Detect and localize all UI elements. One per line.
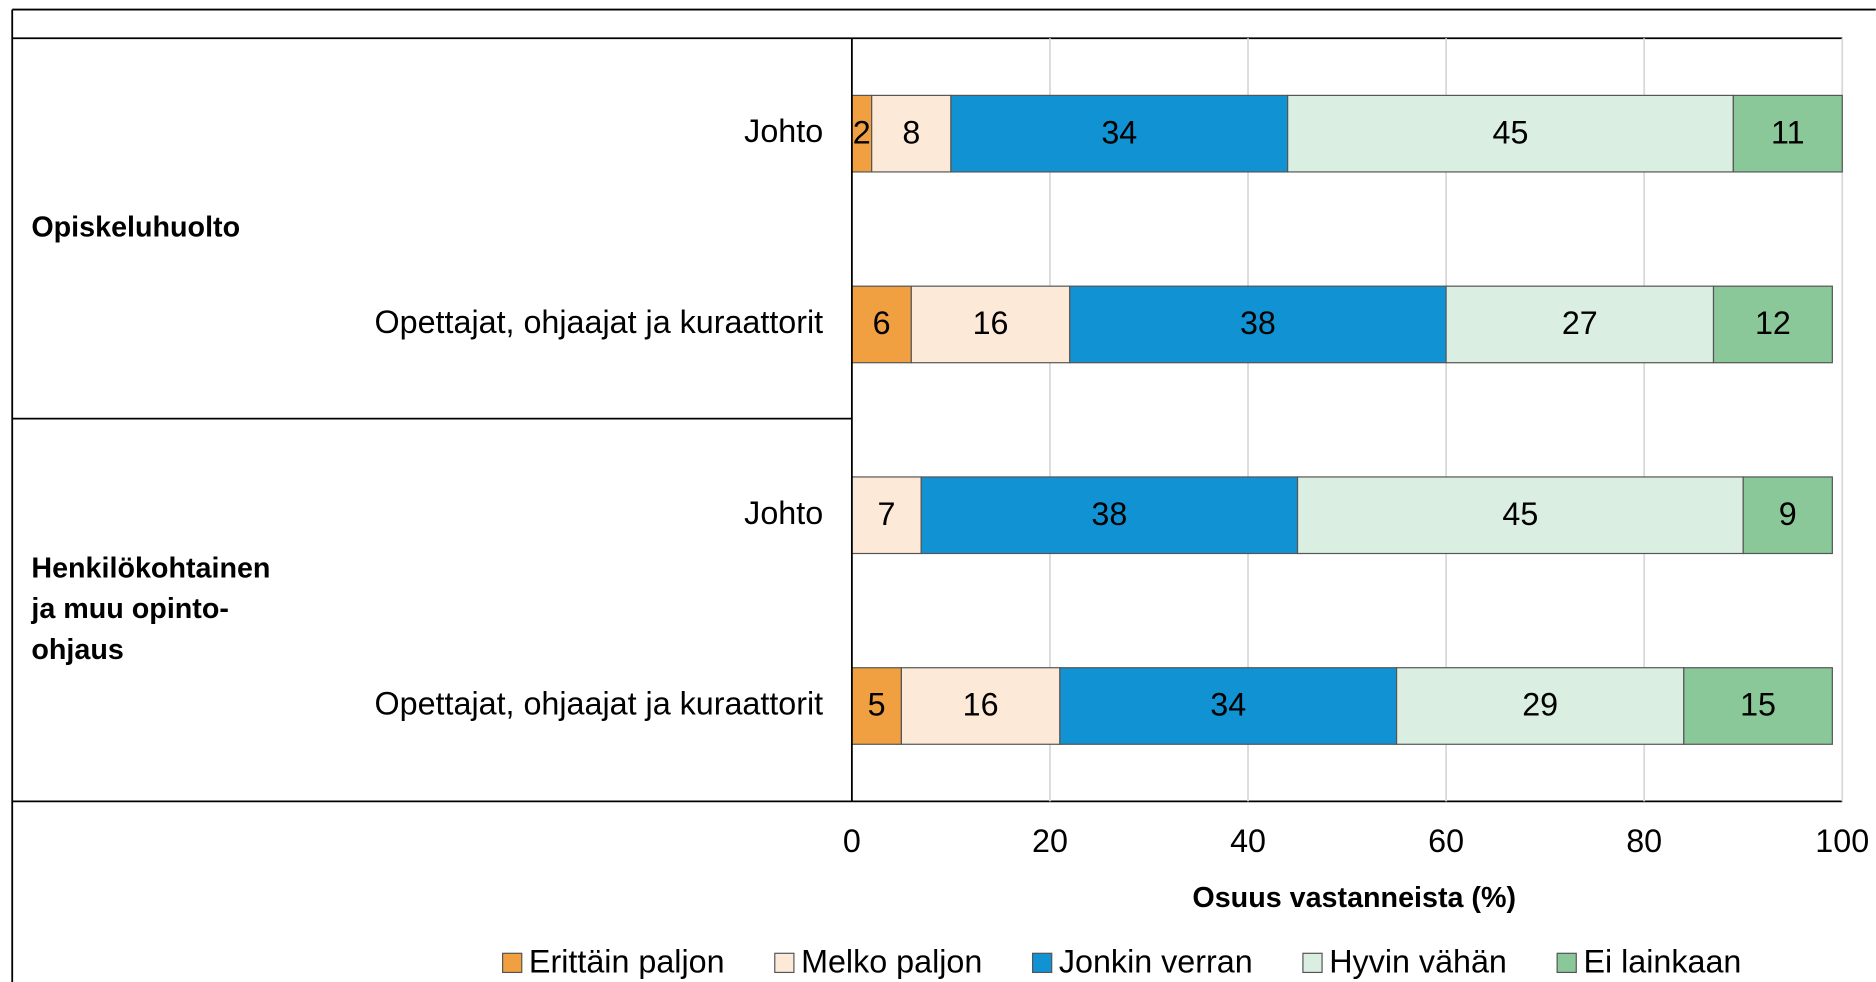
legend-label: Ei lainkaan	[1583, 944, 1741, 980]
group-label: ja muu opinto-	[30, 593, 229, 625]
data-label: 12	[1755, 305, 1791, 341]
x-tick-label: 60	[1428, 823, 1464, 859]
bar-segment	[1732, 94, 1843, 173]
bar-segment	[920, 476, 1299, 555]
data-label: 45	[1493, 114, 1529, 150]
bar-segment	[1296, 476, 1744, 555]
legend-swatch	[502, 952, 523, 974]
data-label: 16	[973, 305, 1009, 341]
bar-segment	[1683, 667, 1833, 745]
legend-swatch	[1556, 952, 1577, 974]
data-label: 29	[1522, 687, 1558, 723]
bar-segment	[900, 667, 1061, 745]
x-tick-label: 100	[1815, 823, 1869, 859]
x-tick-label: 0	[843, 823, 861, 859]
data-label: 7	[878, 496, 896, 532]
y-tick-label: Johto	[744, 495, 823, 531]
data-label: 2	[853, 114, 871, 150]
bar-segment	[910, 285, 1071, 364]
legend-label: Hyvin vähän	[1329, 944, 1507, 980]
bar-segment	[1395, 667, 1685, 745]
bar-segment	[1069, 285, 1447, 364]
group-label: Henkilökohtainen	[31, 553, 270, 585]
legend-swatch	[1302, 952, 1323, 974]
y-tick-label: Opettajat, ohjaajat ja kuraattorit	[375, 686, 824, 722]
legend-label: Erittäin paljon	[529, 944, 725, 980]
bar-segment	[1742, 476, 1833, 555]
data-label: 34	[1101, 114, 1137, 150]
legend-swatch	[1031, 952, 1053, 974]
frame	[11, 8, 1876, 982]
bar-segment	[871, 94, 952, 173]
bar-segment	[1712, 285, 1833, 364]
data-label: 38	[1240, 305, 1276, 341]
x-tick-label: 20	[1032, 823, 1068, 859]
bar-segment	[1287, 94, 1734, 173]
legend-swatch	[774, 952, 795, 974]
data-label: 38	[1091, 496, 1127, 532]
bar-segment	[1059, 667, 1398, 745]
data-label: 34	[1210, 687, 1246, 723]
data-label: 45	[1502, 496, 1538, 532]
data-label: 16	[963, 687, 999, 723]
data-label: 15	[1740, 687, 1776, 723]
data-label: 5	[868, 687, 886, 723]
data-label: 27	[1562, 305, 1598, 341]
x-axis-title: Osuus vastanneista (%)	[1192, 882, 1516, 914]
data-label: 6	[873, 305, 891, 341]
y-tick-label: Johto	[744, 113, 823, 149]
bar-segment	[851, 476, 922, 555]
group-label: ohjaus	[31, 634, 123, 666]
data-label: 9	[1779, 496, 1797, 532]
bar-segment	[950, 94, 1289, 173]
group-label: Opiskeluhuolto	[31, 212, 240, 244]
legend-label: Melko paljon	[801, 944, 982, 980]
x-tick-label: 80	[1626, 823, 1662, 859]
data-label: 8	[902, 114, 920, 150]
y-tick-label: Opettajat, ohjaajat ja kuraattorit	[375, 304, 824, 340]
legend-label: Jonkin verran	[1059, 944, 1253, 980]
data-label: 11	[1771, 114, 1805, 150]
x-tick-label: 40	[1230, 823, 1266, 859]
